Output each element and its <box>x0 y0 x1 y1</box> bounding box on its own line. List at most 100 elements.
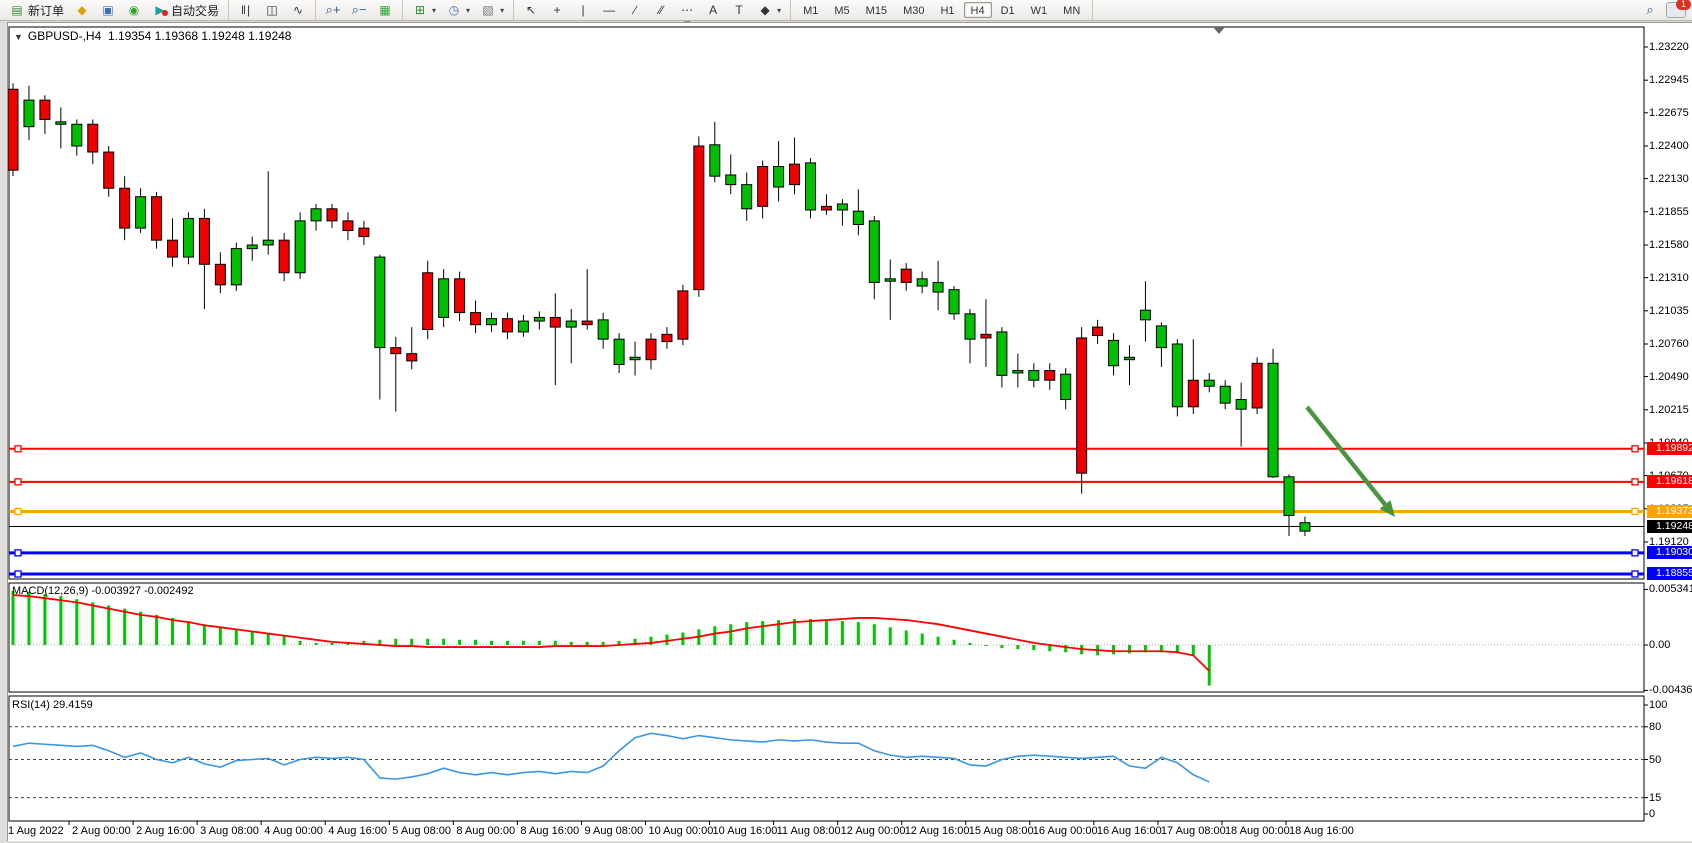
cursor-icon: ↖ <box>526 3 537 17</box>
channel-button[interactable]: ∕∕ <box>648 0 674 20</box>
time-axis-label: 11 Aug 08:00 <box>776 825 841 837</box>
vertical-line-icon: | <box>581 3 585 17</box>
autotrading-icon: ▶ <box>152 2 169 18</box>
zoom-in-icon: ⌕+ <box>325 2 341 17</box>
arrows-icon: ◆ <box>760 3 770 17</box>
cursor-button[interactable]: ↖ <box>518 0 544 20</box>
price-axis-tick: 1.21855 <box>1649 205 1689 218</box>
price-axis-tick: 1.20760 <box>1649 337 1689 350</box>
search-icon[interactable]: ⌕ <box>1646 2 1654 17</box>
timeframe-m1-button[interactable]: M1 <box>796 2 825 18</box>
price-axis-tick: 1.22945 <box>1649 74 1689 87</box>
crosshair-button[interactable]: + <box>544 0 570 20</box>
timeframe-m15-button[interactable]: M15 <box>859 2 894 18</box>
chevron-down-icon: ▾ <box>777 5 782 15</box>
trend-arrow <box>1305 405 1387 506</box>
time-axis-label: 3 Aug 08:00 <box>200 825 259 837</box>
clock-icon: ◷ <box>448 3 460 17</box>
new-order-button[interactable]: ▤ 新订单 <box>4 0 69 21</box>
chart-canvas[interactable] <box>8 23 1692 841</box>
chevron-down-icon: ▾ <box>432 5 437 15</box>
time-axis-label: 10 Aug 00:00 <box>648 825 714 837</box>
signals-button[interactable]: ◉ <box>121 0 147 20</box>
time-axis-label: 16 Aug 00:00 <box>1032 825 1098 837</box>
time-axis-label: 4 Aug 00:00 <box>264 825 323 837</box>
text-label-button[interactable]: T <box>726 0 752 20</box>
symbol-period-label: GBPUSD-,H4 <box>27 29 102 43</box>
text-button[interactable]: A <box>700 0 726 20</box>
templates-button[interactable]: ▧ ▾ <box>475 0 509 20</box>
hline-price-label: 1.18855 <box>1647 567 1692 581</box>
candlestick-chart-button[interactable]: ◫ <box>259 0 285 20</box>
new-order-icon: ▤ <box>11 3 23 17</box>
text-label-icon: T <box>735 3 743 17</box>
price-axis-tick: 1.20490 <box>1649 370 1689 383</box>
data-window-button[interactable]: ▣ <box>95 0 121 20</box>
timeframe-d1-button[interactable]: D1 <box>994 2 1022 18</box>
time-axis-label: 2 Aug 00:00 <box>72 825 131 837</box>
autotrading-label: 自动交易 <box>171 3 220 18</box>
time-axis-label: 9 Aug 08:00 <box>584 825 644 837</box>
fibonacci-button[interactable]: ⋯F <box>674 0 700 33</box>
arrows-button[interactable]: ◆ ▾ <box>752 0 786 20</box>
zoom-out-icon: ⌕− <box>351 2 367 17</box>
tile-windows-icon: ▦ <box>379 3 391 17</box>
time-axis-label: 5 Aug 08:00 <box>392 825 452 837</box>
timeframe-w1-button[interactable]: W1 <box>1024 2 1055 18</box>
toolbar-group-trade: ▤ 新订单 ◆ ▣ ◉ ▶ 自动交易 <box>0 0 230 21</box>
macd-indicator-label: MACD(12,26,9) -0.003927 -0.002492 <box>12 585 194 597</box>
rsi-axis-tick: 100 <box>1649 699 1668 711</box>
chart-title: ▼ GBPUSD-,H4 1.19354 1.19368 1.19248 1.19… <box>14 29 291 43</box>
time-axis-label: 15 Aug 08:00 <box>968 825 1034 837</box>
vertical-line-button[interactable]: | <box>570 0 596 20</box>
timeframe-h1-button[interactable]: H1 <box>933 2 961 18</box>
ohlc-values: 1.19354 1.19368 1.19248 1.19248 <box>107 29 292 43</box>
price-axis-tick: 1.20215 <box>1649 403 1689 416</box>
horizontal-line-button[interactable]: — <box>596 0 622 20</box>
price-axis-tick: 1.19120 <box>1649 535 1689 548</box>
tile-windows-button[interactable]: ▦ <box>372 0 398 20</box>
rsi-indicator-label: RSI(14) 29.4159 <box>12 699 93 711</box>
autotrading-button[interactable]: ▶ 自动交易 <box>147 0 224 21</box>
rsi-axis-tick: 80 <box>1649 720 1662 733</box>
new-order-label: 新订单 <box>28 3 65 18</box>
toolbar-right: ⌕ 1 <box>1642 0 1691 20</box>
chat-button[interactable]: 1 <box>1666 0 1691 18</box>
hline-price-label: 1.19030 <box>1647 546 1692 560</box>
chart-window: ▼ GBPUSD-,H4 1.19354 1.19368 1.19248 1.19… <box>7 22 1692 841</box>
line-chart-icon: ∿ <box>293 3 304 17</box>
alerts-button[interactable]: ◆ <box>69 0 95 20</box>
time-axis-label: 17 Aug 08:00 <box>1160 825 1226 837</box>
toolbar-group-chart-type: ‖| ◫ ∿ <box>229 0 317 20</box>
bar-chart-button[interactable]: ‖| <box>233 0 259 20</box>
time-axis-label: 8 Aug 00:00 <box>456 825 516 837</box>
one-click-trading-toggle[interactable]: ▼ <box>14 32 23 42</box>
rsi-axis-tick: 15 <box>1649 791 1662 804</box>
zoom-in-button[interactable]: ⌕+ <box>320 0 346 20</box>
channel-icon: ∕∕ <box>659 3 664 17</box>
periods-button[interactable]: ◷ ▾ <box>441 0 475 20</box>
price-axis-tick: 1.21310 <box>1649 271 1689 284</box>
fibonacci-icon: ⋯F <box>681 3 694 33</box>
timeframe-mn-button[interactable]: MN <box>1056 2 1087 18</box>
time-axis-label: 1 Aug 2022 <box>8 825 64 837</box>
rsi-axis-tick: 0 <box>1649 808 1656 820</box>
alerts-icon: ◆ <box>77 3 87 17</box>
trendline-button[interactable]: ∕ <box>622 0 648 20</box>
time-axis-label: 18 Aug 00:00 <box>1224 825 1290 837</box>
price-axis-tick: 1.22675 <box>1649 106 1689 119</box>
trendline-icon: ∕ <box>634 3 637 17</box>
toolbar-group-objects: ⊞ ▾ ◷ ▾ ▧ ▾ <box>403 0 515 20</box>
indicators-button[interactable]: ⊞ ▾ <box>407 0 441 20</box>
signals-icon: ◉ <box>128 3 140 17</box>
horizontal-line-icon: — <box>603 3 616 17</box>
zoom-out-button[interactable]: ⌕− <box>346 0 372 20</box>
timeframe-m30-button[interactable]: M30 <box>896 2 931 18</box>
timeframe-h4-button[interactable]: H4 <box>963 2 992 18</box>
data-window-icon: ▣ <box>102 3 114 17</box>
timeframe-m5-button[interactable]: M5 <box>827 2 856 18</box>
chart-shift-marker <box>1213 27 1225 34</box>
line-chart-button[interactable]: ∿ <box>285 0 311 20</box>
price-axis-tick: 1.21580 <box>1649 238 1689 251</box>
